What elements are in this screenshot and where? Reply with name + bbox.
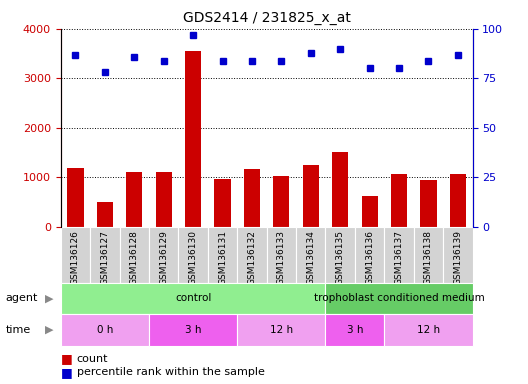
Bar [237,314,325,346]
Text: 3 h: 3 h [347,325,363,335]
Bar [237,227,267,283]
Bar [414,227,443,283]
Bar [355,227,384,283]
Bar [325,283,473,314]
Text: 12 h: 12 h [417,325,440,335]
Bar [384,227,414,283]
Bar [384,314,473,346]
Text: GSM136137: GSM136137 [394,230,403,285]
Text: GSM136127: GSM136127 [100,230,109,285]
Bar [391,174,407,227]
Bar [126,172,143,227]
Text: GSM136136: GSM136136 [365,230,374,285]
Bar [149,314,237,346]
Text: agent: agent [5,293,37,303]
Bar [156,172,172,227]
Bar [274,176,289,227]
Bar [97,202,113,227]
Bar [420,180,437,227]
Text: ■: ■ [61,353,72,366]
Bar [61,227,90,283]
Bar [68,167,83,227]
Bar [90,227,119,283]
Bar [303,164,319,227]
Bar [61,283,325,314]
Text: GSM136138: GSM136138 [424,230,433,285]
Text: ▶: ▶ [45,293,53,303]
Bar [208,227,237,283]
Text: 12 h: 12 h [270,325,293,335]
Bar [178,227,208,283]
Text: GSM136128: GSM136128 [130,230,139,285]
Text: GSM136126: GSM136126 [71,230,80,285]
Bar [185,51,201,227]
Text: count: count [77,354,108,364]
Bar [244,169,260,227]
Text: GSM136129: GSM136129 [159,230,168,285]
Bar [325,314,384,346]
Text: GSM136135: GSM136135 [336,230,345,285]
Text: GSM136132: GSM136132 [248,230,257,285]
Text: ▶: ▶ [45,325,53,335]
Text: GDS2414 / 231825_x_at: GDS2414 / 231825_x_at [183,11,351,25]
Text: GSM136139: GSM136139 [454,230,463,285]
Bar [332,152,348,227]
Text: time: time [5,325,31,335]
Text: GSM136134: GSM136134 [306,230,315,285]
Bar [443,227,473,283]
Bar [149,227,178,283]
Bar [450,174,466,227]
Bar [119,227,149,283]
Text: percentile rank within the sample: percentile rank within the sample [77,367,265,377]
Bar [362,196,378,227]
Text: 3 h: 3 h [185,325,201,335]
Bar [296,227,325,283]
Bar [325,227,355,283]
Text: control: control [175,293,211,303]
Text: trophoblast conditioned medium: trophoblast conditioned medium [314,293,484,303]
Text: GSM136131: GSM136131 [218,230,227,285]
Text: GSM136130: GSM136130 [188,230,197,285]
Text: 0 h: 0 h [97,325,113,335]
Bar [267,227,296,283]
Text: ■: ■ [61,366,72,379]
Bar [61,314,149,346]
Text: GSM136133: GSM136133 [277,230,286,285]
Bar [214,179,231,227]
